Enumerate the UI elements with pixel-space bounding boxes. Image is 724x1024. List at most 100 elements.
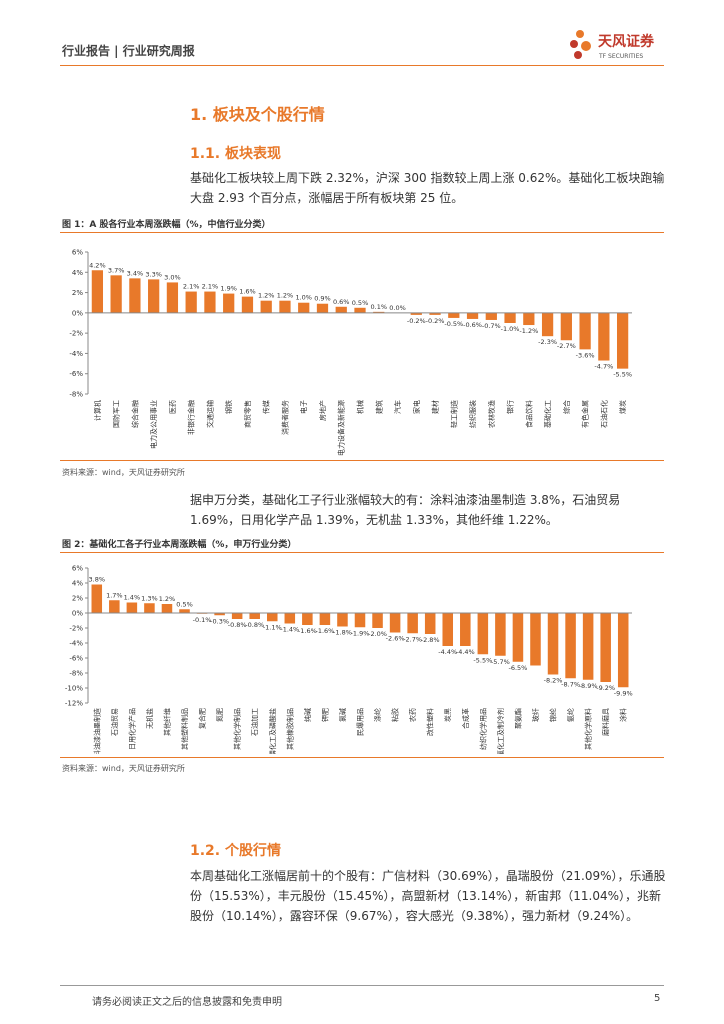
data-label: 0.5%: [352, 299, 369, 307]
x-tick-label: 商贸零售: [243, 400, 252, 428]
data-label: 3.8%: [89, 576, 106, 584]
data-label: 1.4%: [124, 594, 141, 602]
data-label: -6.5%: [509, 664, 528, 672]
bar: [598, 312, 610, 361]
caption-rule: [60, 232, 664, 233]
bar: [407, 613, 418, 634]
bar: [512, 613, 524, 662]
y-tick-label: -2%: [69, 330, 83, 338]
bar: [214, 613, 225, 616]
bar: [424, 613, 436, 634]
x-tick-label: 粘胶: [391, 708, 400, 722]
data-label: -2.7%: [403, 635, 422, 643]
bar: [485, 312, 497, 320]
data-label: -0.5%: [444, 320, 463, 328]
bar: [231, 613, 243, 619]
data-label: -0.2%: [426, 317, 445, 325]
data-label: 1.0%: [295, 294, 312, 302]
bar: [560, 312, 572, 341]
figure-source: 资料来源：wind，天风证券研究所: [62, 468, 185, 477]
y-tick-label: 4%: [72, 269, 83, 277]
x-tick-label: 非银行金融: [187, 400, 196, 435]
bar: [389, 613, 401, 633]
bar: [504, 312, 516, 323]
x-tick-label: 建筑: [374, 400, 383, 414]
data-label: 3.7%: [108, 266, 125, 274]
bar: [279, 300, 291, 313]
data-label: -0.1%: [193, 616, 212, 624]
paragraph: 据申万分类，基础化工子行业涨幅较大的有：涂料油漆油墨制造 3.8%，石油贸易 1…: [190, 493, 621, 527]
data-label: -8.2%: [544, 677, 563, 685]
y-tick-label: -4%: [69, 350, 83, 358]
x-tick-label: 传媒: [262, 400, 271, 414]
x-tick-label: 锦纶: [549, 708, 558, 722]
x-tick-label: 玻纤: [531, 708, 540, 722]
bar: [335, 306, 347, 313]
x-tick-label: 日用化学产品: [127, 708, 136, 750]
x-tick-label: 国防军工: [112, 400, 121, 428]
bar: [109, 600, 120, 613]
x-tick-label: 磷化工及磷酸盐: [268, 708, 277, 754]
data-label: 2.1%: [183, 283, 200, 291]
x-tick-label: 氨纶: [566, 708, 575, 722]
x-tick-label: 石油加工: [250, 708, 259, 736]
y-tick-label: -2%: [69, 625, 83, 633]
x-tick-label: 建材: [431, 400, 440, 414]
data-label: 3.3%: [145, 270, 162, 278]
y-tick-label: -6%: [69, 370, 83, 378]
data-label: 0.1%: [371, 303, 388, 311]
data-label: -4.7%: [594, 363, 613, 371]
bar: [523, 312, 535, 326]
x-tick-label: 石油贸易: [110, 708, 119, 736]
data-label: -0.7%: [482, 322, 501, 330]
bar: [547, 613, 559, 675]
x-tick-label: 综合金融: [130, 400, 139, 428]
bar: [161, 604, 173, 613]
x-tick-label: 农药: [408, 708, 417, 722]
data-label: -2.0%: [368, 630, 387, 638]
x-tick-label: 纺织服装: [468, 400, 477, 428]
x-tick-label: 合成革: [461, 708, 470, 729]
bar: [126, 602, 138, 613]
y-tick-label: 0%: [72, 309, 83, 317]
data-label: -4.4%: [456, 648, 475, 656]
header-rule: [60, 65, 664, 66]
bar: [541, 312, 554, 337]
x-tick-label: 涤纶: [373, 708, 382, 722]
bar: [337, 613, 348, 627]
bar: [565, 613, 576, 679]
data-label: -1.6%: [298, 627, 317, 635]
bar: [148, 279, 160, 313]
bar: [260, 300, 272, 313]
x-tick-label: 电子: [299, 400, 308, 414]
bar: [495, 613, 506, 656]
x-tick-label: 纺织化学用品: [478, 708, 487, 750]
x-tick-label: 改性塑料: [426, 708, 435, 736]
data-label: 1.6%: [239, 288, 256, 296]
paragraph: 本周基础化工涨幅居前十的个股有：广信材料（30.69%），晶瑞股份（21.09%…: [190, 869, 666, 923]
x-tick-label: 其他橡胶制品: [285, 708, 294, 750]
caption-rule: [60, 552, 664, 553]
data-label: 1.2%: [159, 595, 176, 603]
footer-rule: [60, 985, 664, 986]
bar: [249, 613, 260, 619]
bar: [600, 613, 611, 682]
x-tick-label: 氟化工及制冷剂: [496, 708, 505, 754]
data-label: -1.8%: [333, 629, 352, 637]
x-tick-label: 石油石化: [599, 400, 608, 428]
bar: [616, 312, 629, 369]
bar: [302, 613, 313, 625]
x-tick-label: 交通运输: [205, 400, 214, 428]
bar: [410, 312, 422, 315]
bar: [166, 282, 179, 313]
x-tick-label: 其他纤维: [162, 708, 171, 736]
data-label: -2.3%: [538, 338, 557, 346]
figure-source: 资料来源：wind，天风证券研究所: [62, 764, 185, 773]
x-tick-label: 银行: [506, 400, 515, 414]
data-label: 1.7%: [106, 591, 123, 599]
bar: [316, 303, 329, 313]
bar: [223, 293, 235, 313]
data-label: -1.4%: [280, 626, 299, 634]
data-label: 3.4%: [127, 269, 144, 277]
x-tick-label: 电力设备及新能源: [337, 400, 346, 456]
